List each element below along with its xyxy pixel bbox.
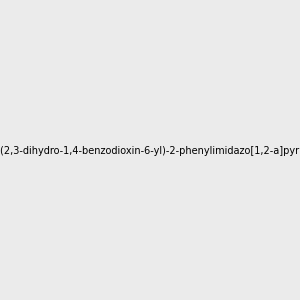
Text: 6-chloro-N-(2,3-dihydro-1,4-benzodioxin-6-yl)-2-phenylimidazo[1,2-a]pyridin-3-am: 6-chloro-N-(2,3-dihydro-1,4-benzodioxin-… — [0, 146, 300, 157]
